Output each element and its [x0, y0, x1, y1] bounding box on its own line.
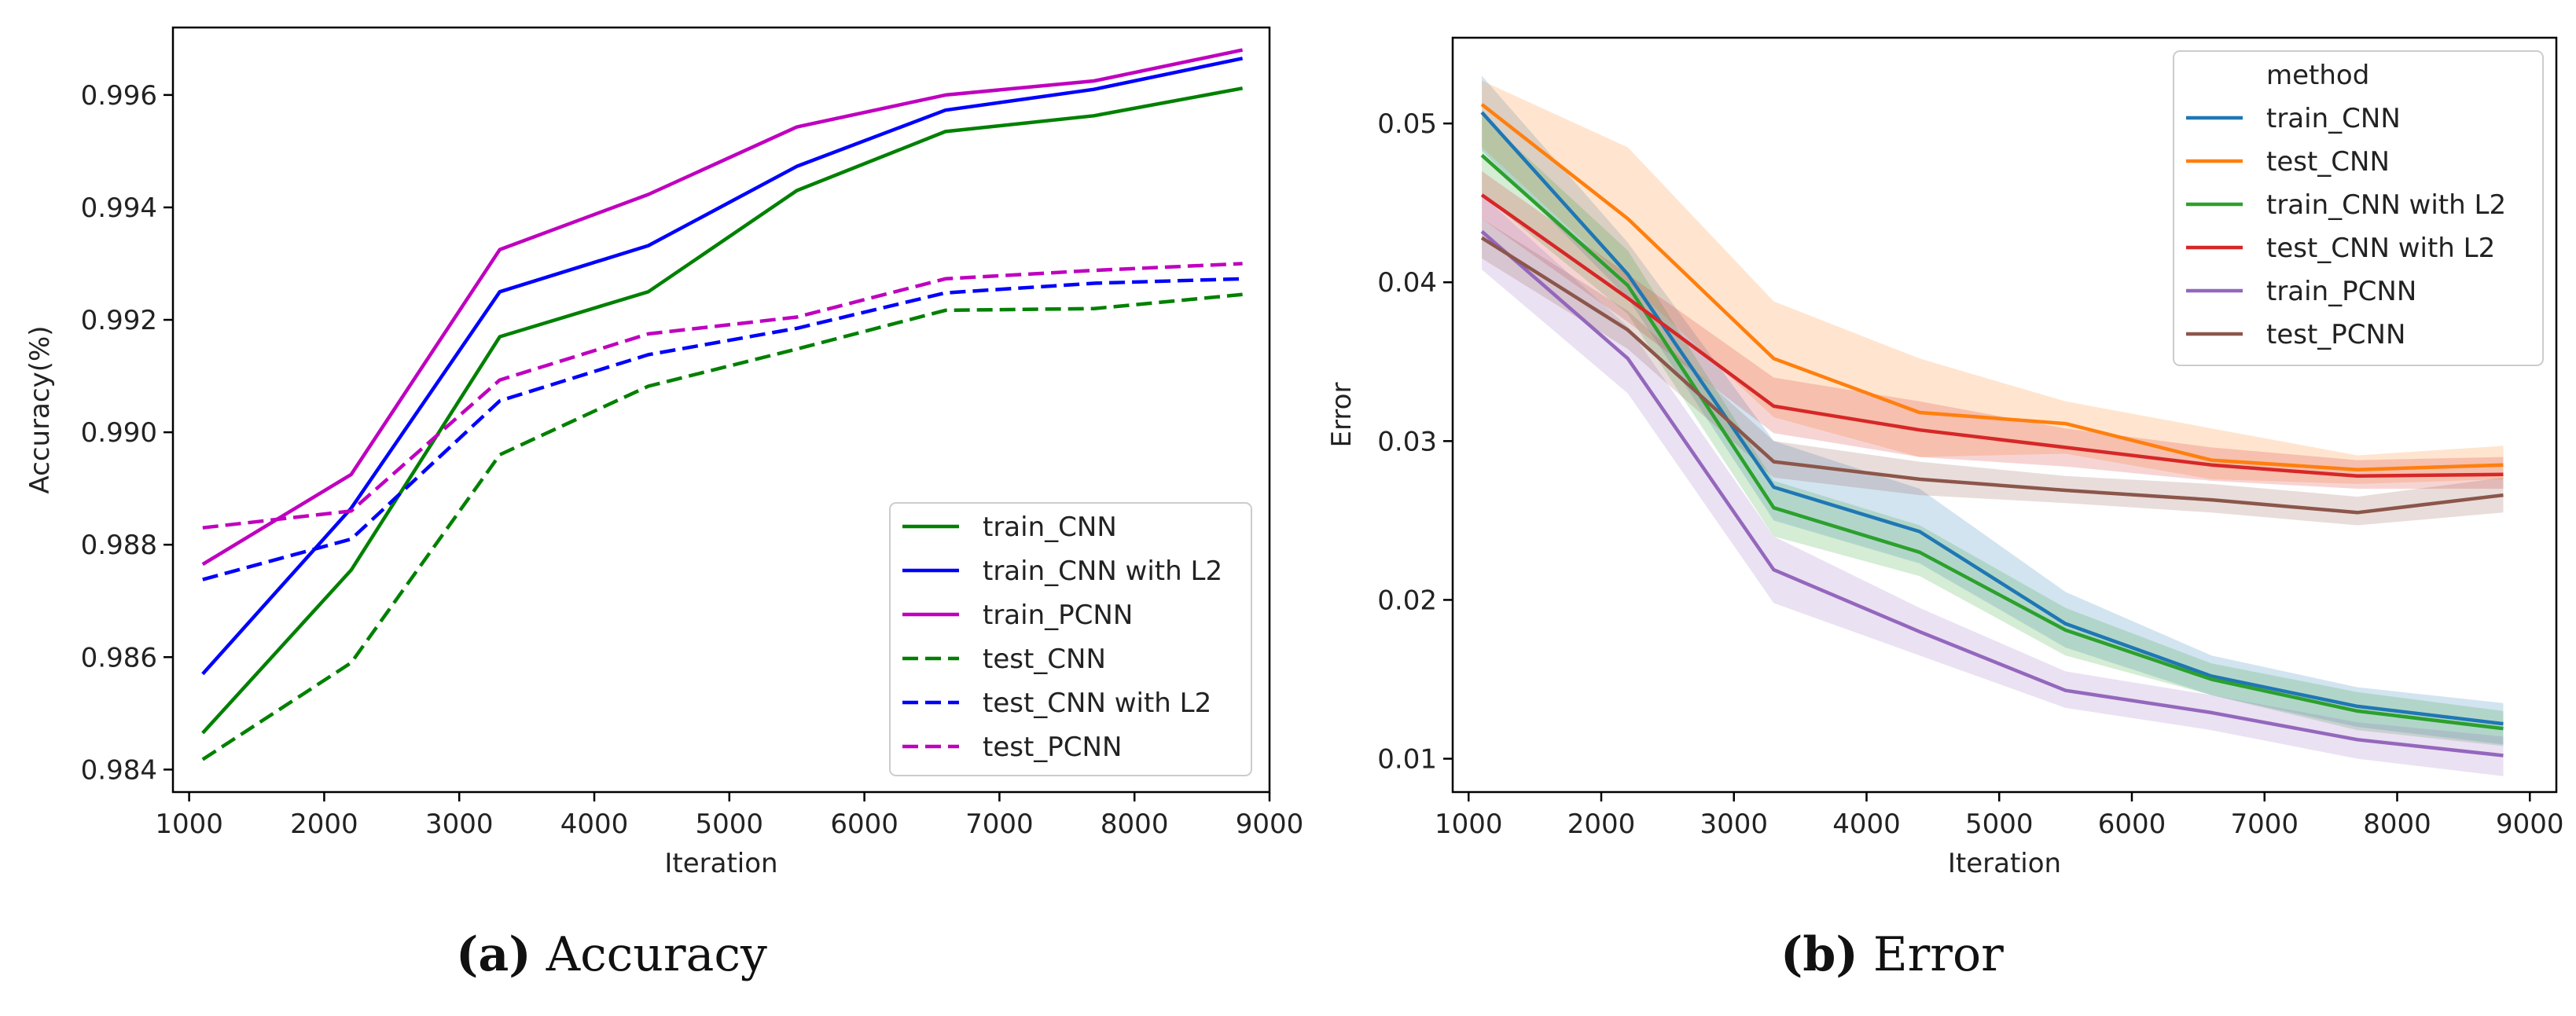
y-tick-label: 0.990: [81, 417, 157, 449]
band-test-cnn-with-l2: [1482, 171, 2504, 490]
legend: train_CNN train_CNN with L2 train_PCNNtest…: [889, 502, 1252, 776]
x-tick-label: 5000: [696, 809, 764, 840]
series-line-test-pcnn: [202, 262, 1243, 530]
y-axis-label: Accuracy(%): [24, 325, 56, 493]
series-line-train-pcnn: [1480, 229, 2504, 757]
series-line-test-cnn-with-l2: [1480, 193, 2504, 479]
y-axis-label: Error: [1326, 383, 1358, 448]
x-tick-label: 8000: [2363, 809, 2431, 840]
plot-frame: [1451, 36, 2558, 794]
x-tick-label: 6000: [830, 809, 898, 840]
caption-a-text: Accuracy: [546, 927, 767, 982]
legend-label-test-cnn: test_CNN: [2266, 146, 2390, 178]
x-tick-label: 8000: [1101, 809, 1169, 840]
x-tick-label: 6000: [2098, 809, 2166, 840]
y-tick-label: 0.05: [1377, 108, 1437, 140]
x-tick-label: 2000: [290, 809, 358, 840]
band-test-cnn: [1482, 80, 2504, 484]
x-tick-label: 4000: [1832, 809, 1901, 840]
legend-label-test-cnn: test_CNN: [983, 644, 1106, 675]
legend-label-train-cnn-with-l2: train_CNN with L2: [2266, 189, 2506, 221]
series-line-test-cnn: [201, 292, 1243, 761]
x-tick-label: 9000: [1236, 809, 1304, 840]
legend-title: method: [2266, 60, 2369, 91]
legend-label-train-pcnn: train_PCNN: [2266, 276, 2416, 307]
caption-b: (b) Error: [1780, 927, 2004, 982]
y-tick-label: 0.986: [81, 642, 157, 673]
x-tick-label: 3000: [425, 809, 494, 840]
y-tick-label: 0.984: [81, 754, 157, 786]
caption-b-text: Error: [1872, 927, 2004, 982]
series-line-train-cnn: [201, 86, 1244, 735]
legend-label-test-pcnn: test_PCNN: [2266, 319, 2405, 350]
legend: method train_CNN test_CNN train_CNN with L2…: [2173, 50, 2544, 366]
legend-label-train-cnn: train_CNN: [983, 512, 1117, 543]
legend-label-test-pcnn: test_PCNN: [983, 732, 1122, 763]
series-line-train-pcnn: [201, 48, 1244, 567]
plot-frame: [171, 26, 1271, 794]
caption-a-label: (a): [456, 927, 531, 982]
x-tick-label: 4000: [560, 809, 629, 840]
x-axis-label: Iteration: [664, 848, 777, 879]
x-tick-label: 3000: [1700, 809, 1768, 840]
legend-label-train-cnn-with-l2: train_CNN with L2: [983, 556, 1222, 587]
legend-label-train-cnn: train_CNN: [2266, 103, 2401, 134]
series-line-train-cnn-with-l2: [201, 57, 1244, 676]
chart-0: 1000 2000 3000 4000 5000 6000 7000 8000 9000 0.98…: [24, 26, 1304, 879]
x-tick-label: 2000: [1567, 809, 1636, 840]
x-tick-label: 1000: [155, 809, 223, 840]
series-line-test-cnn: [1480, 103, 2504, 471]
y-tick-label: 0.02: [1377, 585, 1437, 616]
caption-b-label: (b): [1780, 927, 1858, 982]
caption-a: (a) Accuracy: [456, 927, 767, 982]
legend-box: [2173, 50, 2544, 366]
y-tick-label: 0.01: [1377, 744, 1437, 776]
y-tick-label: 0.996: [81, 80, 157, 112]
y-tick-label: 0.994: [81, 193, 157, 224]
chart-1: 1000 2000 3000 4000 5000 6000 7000 8000 9000 0.01…: [1326, 36, 2564, 879]
x-tick-label: 9000: [2496, 809, 2564, 840]
x-tick-label: 7000: [2230, 809, 2299, 840]
series-line-test-pcnn: [1480, 236, 2504, 515]
legend-label-train-pcnn: train_PCNN: [983, 600, 1133, 631]
x-tick-label: 5000: [1965, 809, 2034, 840]
x-axis-label: Iteration: [1948, 848, 2061, 879]
y-tick-label: 0.03: [1377, 426, 1437, 457]
x-tick-label: 7000: [965, 809, 1034, 840]
y-tick-label: 0.988: [81, 530, 157, 561]
legend-label-test-cnn-with-l2: test_CNN with L2: [2266, 233, 2495, 264]
y-tick-label: 0.04: [1377, 267, 1437, 299]
series-line-test-cnn-with-l2: [202, 277, 1243, 581]
y-tick-label: 0.992: [81, 305, 157, 336]
legend-label-test-cnn-with-l2: test_CNN with L2: [983, 688, 1211, 719]
series-line-train-cnn-with-l2: [1480, 153, 2504, 731]
series-line-train-cnn: [1480, 111, 2504, 726]
x-tick-label: 1000: [1435, 809, 1503, 840]
legend-box: [889, 502, 1252, 776]
